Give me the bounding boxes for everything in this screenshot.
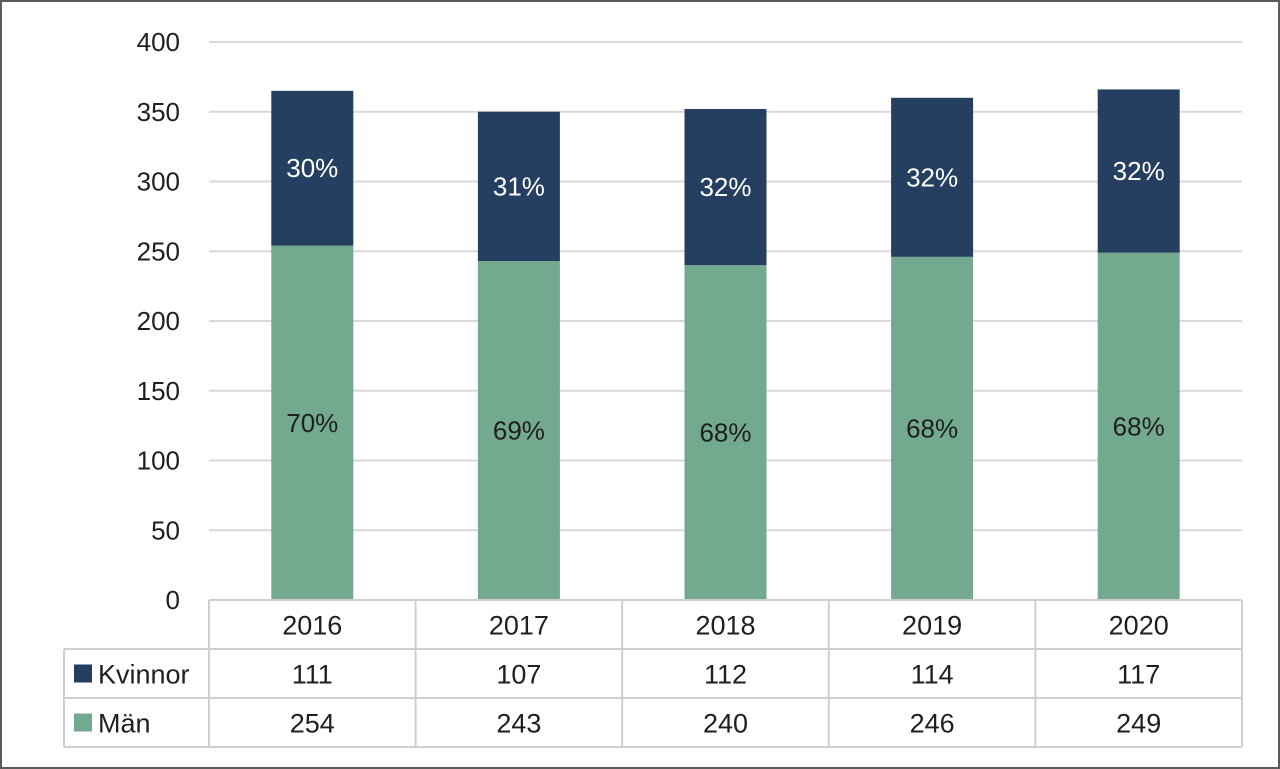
table-cell: 114 xyxy=(911,660,954,690)
x-tick-label: 2017 xyxy=(489,611,549,641)
table-cell: 107 xyxy=(496,660,541,690)
data-label: 32% xyxy=(906,162,958,192)
data-label: 32% xyxy=(699,172,751,202)
y-tick-label: 350 xyxy=(137,97,180,127)
table-cell: 240 xyxy=(703,709,748,739)
bar-män-2016 xyxy=(271,245,354,601)
y-tick-label: 300 xyxy=(137,167,180,197)
table-cell: 249 xyxy=(1116,709,1161,739)
x-tick-label: 2019 xyxy=(902,611,962,641)
x-tick-label: 2018 xyxy=(695,611,755,641)
bar-kvinnor-2018 xyxy=(684,108,767,266)
y-tick-label: 200 xyxy=(137,306,180,336)
bar-kvinnor-2016 xyxy=(271,90,354,246)
table-cell: 112 xyxy=(704,660,747,690)
data-label: 70% xyxy=(286,408,338,438)
bar-män-2018 xyxy=(684,265,767,600)
table-cell: 246 xyxy=(910,709,955,739)
data-label: 68% xyxy=(699,418,751,448)
legend-label: Kvinnor xyxy=(98,660,190,690)
bar-män-2017 xyxy=(477,261,560,600)
y-tick-label: 250 xyxy=(137,236,180,266)
y-tick-label: 400 xyxy=(137,27,180,57)
table-cell: 111 xyxy=(292,660,333,690)
data-label: 31% xyxy=(493,171,545,201)
x-tick-label: 2020 xyxy=(1109,611,1169,641)
legend-label: Män xyxy=(98,709,151,739)
data-label: 68% xyxy=(1113,411,1165,441)
data-label: 69% xyxy=(493,416,545,446)
x-tick-label: 2016 xyxy=(282,611,342,641)
bar-kvinnor-2019 xyxy=(891,97,974,257)
bar-kvinnor-2020 xyxy=(1097,89,1180,253)
table-cell: 243 xyxy=(496,709,541,739)
y-tick-label: 0 xyxy=(166,585,180,615)
y-tick-label: 100 xyxy=(137,446,180,476)
data-label: 30% xyxy=(286,153,338,183)
y-tick-label: 150 xyxy=(137,376,180,406)
bar-män-2020 xyxy=(1097,252,1180,600)
table-cell: 117 xyxy=(1117,660,1160,690)
bar-kvinnor-2017 xyxy=(477,111,560,262)
table-cell: 254 xyxy=(290,709,335,739)
y-tick-label: 50 xyxy=(151,515,180,545)
legend-swatch-kvinnor xyxy=(74,664,92,683)
data-label: 32% xyxy=(1113,156,1165,186)
data-label: 68% xyxy=(906,413,958,443)
bar-män-2019 xyxy=(891,256,974,600)
legend-swatch-män xyxy=(74,713,92,732)
